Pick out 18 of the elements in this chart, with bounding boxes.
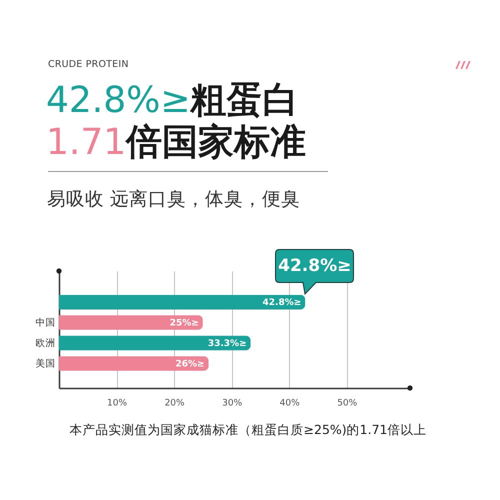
annotation: 42.8%≥ [277,254,352,278]
text: 本产品实测值为国家成猫标准（粗蛋白质≥25%)的1.71倍以上 [68,421,428,438]
chart-title: 42.8%≥粗蛋白 1.71倍国家标准 [46,80,306,163]
x-tick-label: 10% [107,398,128,408]
y-tick-label: 欧洲 [36,337,56,349]
y-tick-label: 中国 [36,316,56,329]
x-tick-label: 40% [280,398,300,408]
x-tick-label: 20% [164,398,186,408]
text: CRUDE PROTEIN [48,59,129,70]
data-label: 25%≥ [170,318,199,329]
chart-subtitle: 易吸收 远离口臭，体臭，便臭 [47,189,300,211]
x-tick-label: 50% [337,398,358,408]
y-tick-label: 美国 [36,357,56,370]
x-tick-label: 30% [222,398,243,408]
data-label: 26%≥ [176,359,205,370]
bar [59,294,306,310]
data-label: 33.3%≥ [208,339,247,349]
data-label: 42.8%≥ [262,298,302,308]
